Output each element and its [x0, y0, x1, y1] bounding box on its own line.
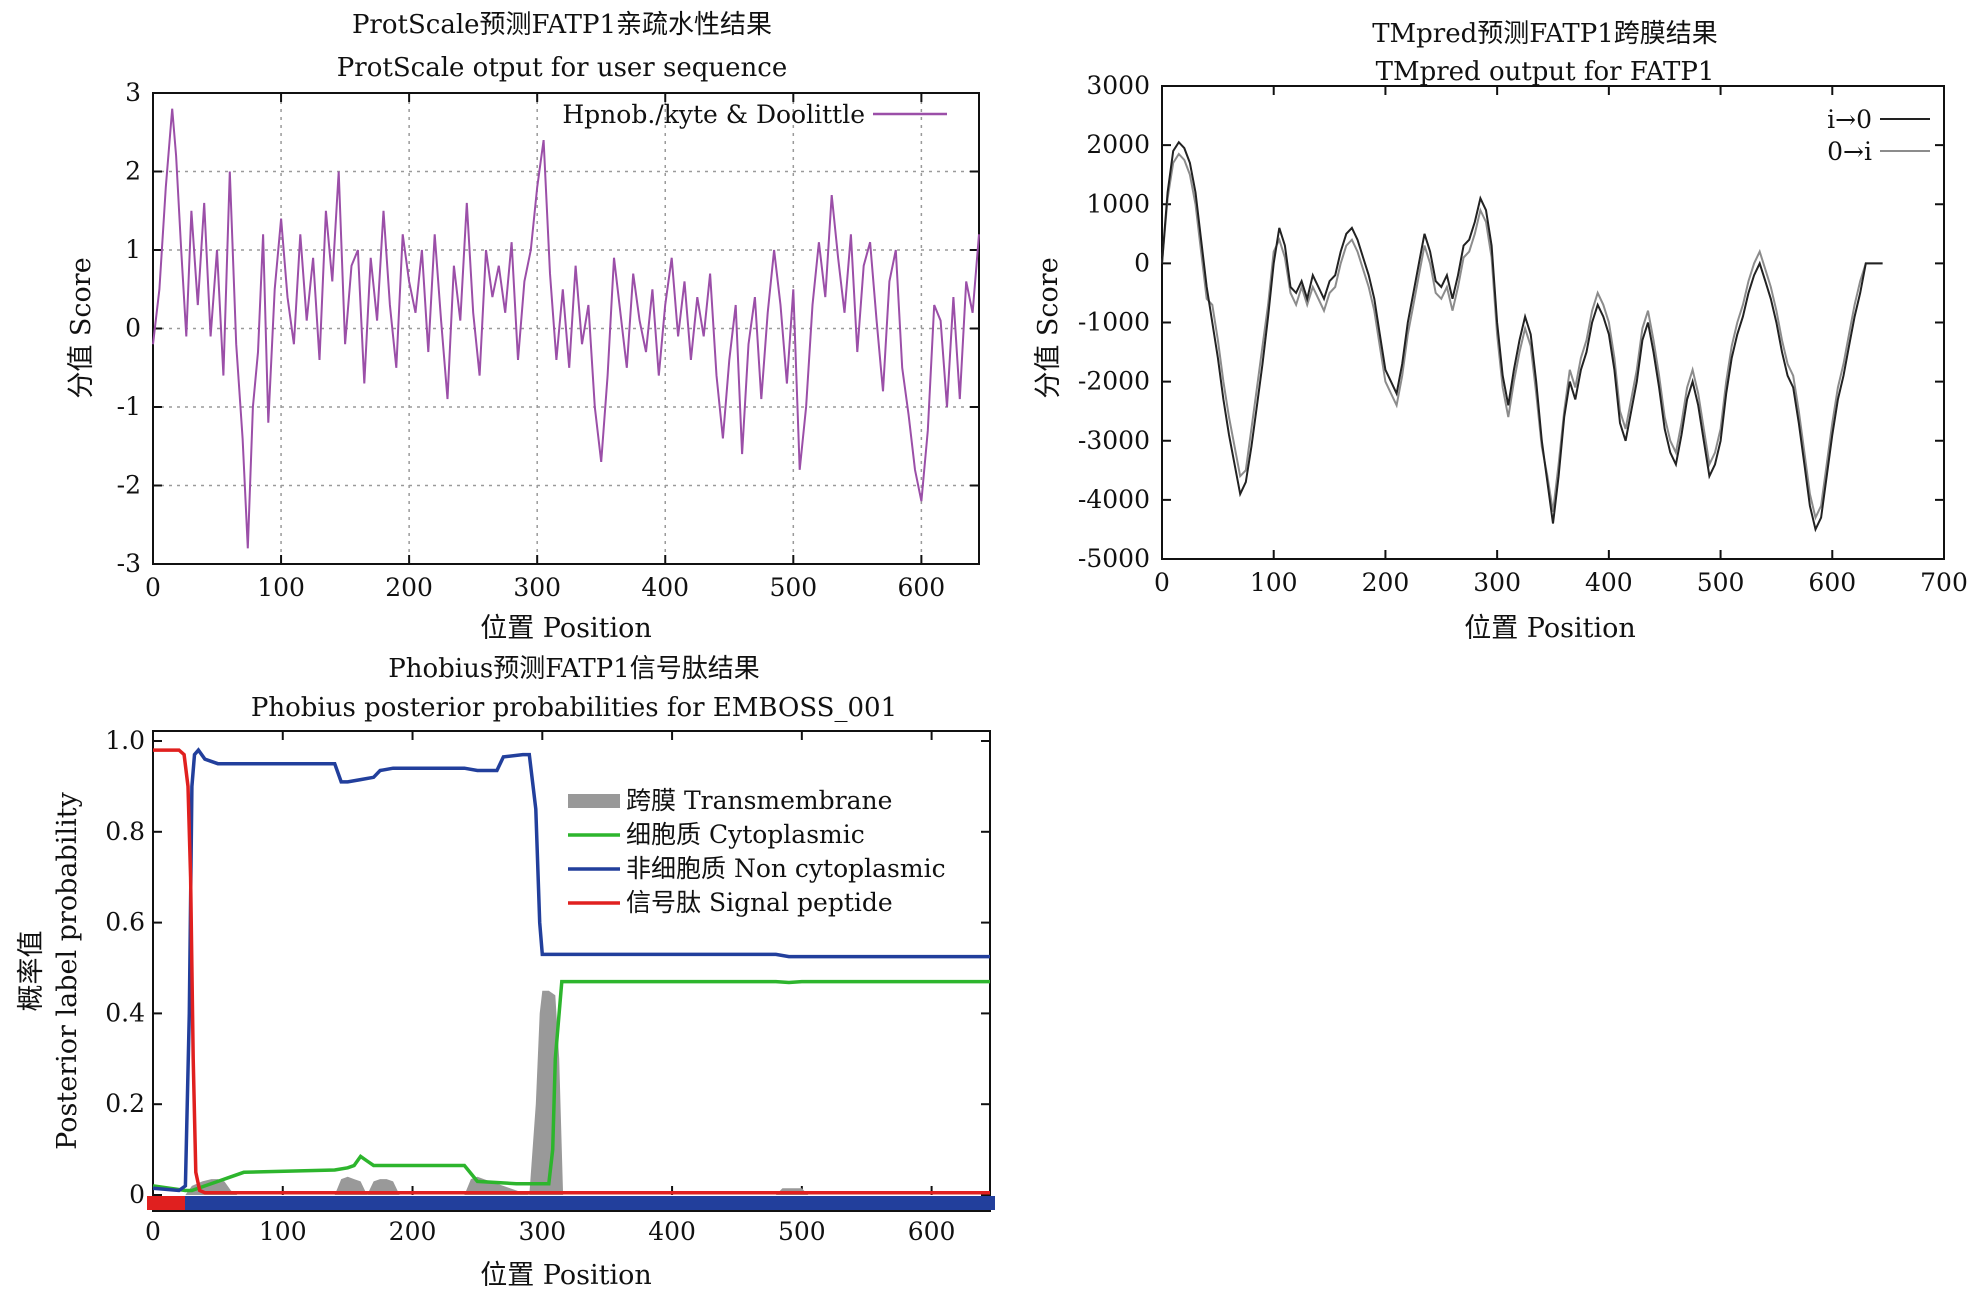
- phobius-ytick-label: 0.6: [105, 908, 145, 937]
- phobius-xlabel: 位置 Position: [480, 1260, 652, 1291]
- tmpred-xtick-label: 700: [1920, 568, 1968, 597]
- phobius-legend: 跨膜 Transmembrane 细胞质 Cytoplasmic 非细胞质 No…: [568, 786, 946, 917]
- protscale-xtick-label: 500: [769, 573, 817, 602]
- phobius-ylabel-cn: 概率值: [16, 931, 47, 1012]
- tmpred-xtick-label: 100: [1250, 568, 1298, 597]
- protscale-xtick-label: 200: [385, 573, 433, 602]
- protscale-ticks: 0 100 200 300 400 500 600 -3 -2 -1 0 1 2 3: [117, 78, 979, 602]
- phobius-plot-frame: [152, 730, 991, 1212]
- protscale-grid: [153, 93, 979, 564]
- tmpred-legend: i→0 0→i: [1827, 105, 1930, 166]
- tmpred-ticks: 0 100 200 300 400 500 600 700 -5000 -4000 -3000 -20…: [1078, 71, 1968, 597]
- phobius-panel: Phobius预测FATP1信号肽结果 Phobius posterior pr…: [16, 654, 995, 1291]
- phobius-ytick-label: 0.2: [105, 1089, 145, 1118]
- phobius-xtick-label: 100: [259, 1217, 307, 1246]
- protscale-title: ProtScale预测FATP1亲疏水性结果: [352, 10, 772, 40]
- phobius-title: Phobius预测FATP1信号肽结果: [388, 654, 759, 684]
- tmpred-ytick-label: -3000: [1078, 426, 1150, 455]
- phobius-legend-label-transmembrane: 跨膜 Transmembrane: [626, 786, 892, 815]
- protscale-ytick-label: 2: [125, 157, 141, 186]
- protscale-plot-frame: [152, 92, 980, 565]
- tmpred-subtitle: TMpred output for FATP1: [1376, 57, 1715, 87]
- phobius-legend-label-non-cytoplasmic: 非细胞质 Non cytoplasmic: [626, 854, 946, 883]
- tmpred-ytick-label: 2000: [1086, 130, 1150, 159]
- phobius-legend-label-signal-peptide: 信号肽 Signal peptide: [626, 888, 893, 917]
- tmpred-xtick-label: 200: [1362, 568, 1410, 597]
- tmpred-xtick-label: 0: [1154, 568, 1170, 597]
- protscale-xtick-label: 100: [257, 573, 305, 602]
- phobius-xtick-label: 300: [518, 1217, 566, 1246]
- tmpred-ytick-label: 3000: [1086, 71, 1150, 100]
- phobius-cytoplasmic-line: [152, 979, 990, 1193]
- tmpred-panel: TMpred预测FATP1跨膜结果 TMpred output for FATP…: [1033, 19, 1968, 644]
- phobius-ytick-label: 0.8: [105, 817, 145, 846]
- tmpred-ytick-label: -5000: [1078, 544, 1150, 573]
- phobius-xtick-label: 500: [778, 1217, 826, 1246]
- protscale-xtick-label: 600: [898, 573, 946, 602]
- protscale-legend-label: Hpnob./kyte & Doolittle: [562, 100, 865, 129]
- phobius-xtick-label: 200: [389, 1217, 437, 1246]
- tmpred-ylabel: 分值 Score: [1033, 257, 1064, 398]
- protscale-ytick-label: -1: [117, 392, 141, 421]
- phobius-signal-peptide-line: [153, 748, 990, 1195]
- tmpred-series-o-to-i: [1161, 152, 1883, 521]
- protscale-xtick-label: 300: [513, 573, 561, 602]
- tmpred-xtick-label: 500: [1697, 568, 1745, 597]
- tmpred-xtick-label: 400: [1585, 568, 1633, 597]
- protscale-panel: ProtScale预测FATP1亲疏水性结果 ProtScale otput f…: [66, 10, 980, 644]
- phobius-ytick-label: 1.0: [105, 726, 145, 755]
- phobius-non-cytoplasmic-line: [152, 747, 990, 1193]
- tmpred-plot-frame: [1161, 85, 1945, 560]
- phobius-ylabel-en: Posterior label probability: [52, 791, 83, 1149]
- phobius-signal-bar: [147, 1196, 185, 1210]
- tmpred-ytick-label: 1000: [1086, 189, 1150, 218]
- phobius-baseline-bar: [147, 1196, 995, 1210]
- phobius-xtick-label: 400: [648, 1217, 696, 1246]
- tmpred-title: TMpred预测FATP1跨膜结果: [1372, 19, 1718, 49]
- tmpred-xlabel: 位置 Position: [1464, 613, 1636, 644]
- protscale-ytick-label: 0: [125, 314, 141, 343]
- protscale-xlabel: 位置 Position: [480, 613, 652, 644]
- phobius-legend-label-cytoplasmic: 细胞质 Cytoplasmic: [626, 820, 865, 849]
- phobius-ytick-label: 0.4: [105, 998, 145, 1027]
- protscale-xtick-label: 400: [641, 573, 689, 602]
- protscale-xtick-label: 0: [145, 573, 161, 602]
- tmpred-ytick-label: -2000: [1078, 367, 1150, 396]
- phobius-xtick-label: 600: [908, 1217, 956, 1246]
- phobius-subtitle: Phobius posterior probabilities for EMBO…: [251, 693, 897, 723]
- tmpred-series-i-to-o: [1161, 140, 1883, 533]
- protscale-legend: Hpnob./kyte & Doolittle: [562, 100, 947, 129]
- phobius-ytick-label: 0: [129, 1180, 145, 1209]
- phobius-ticks: 0 100 200 300 400 500 600 0 0.2 0.4 0.6 0.8 1.0: [105, 726, 990, 1246]
- protscale-ytick-label: 1: [125, 235, 141, 264]
- tmpred-ytick-label: -1000: [1078, 308, 1150, 337]
- protscale-ytick-label: -2: [117, 471, 141, 500]
- tmpred-ytick-label: 0: [1134, 248, 1150, 277]
- tmpred-ytick-label: -4000: [1078, 485, 1150, 514]
- phobius-legend-swatch-transmembrane: [568, 794, 620, 808]
- tmpred-legend-label-a: i→0: [1827, 105, 1872, 134]
- protscale-ytick-label: -3: [117, 549, 141, 578]
- phobius-transmembrane-area: [153, 990, 990, 1195]
- tmpred-legend-label-b: 0→i: [1827, 137, 1872, 166]
- tmpred-xtick-label: 300: [1473, 568, 1521, 597]
- tmpred-xtick-label: 600: [1808, 568, 1856, 597]
- protscale-subtitle: ProtScale otput for user sequence: [337, 53, 787, 83]
- phobius-xtick-label: 0: [145, 1217, 161, 1246]
- protscale-series-line: [152, 108, 980, 549]
- protscale-ylabel: 分值 Score: [66, 257, 97, 398]
- protscale-ytick-label: 3: [125, 78, 141, 107]
